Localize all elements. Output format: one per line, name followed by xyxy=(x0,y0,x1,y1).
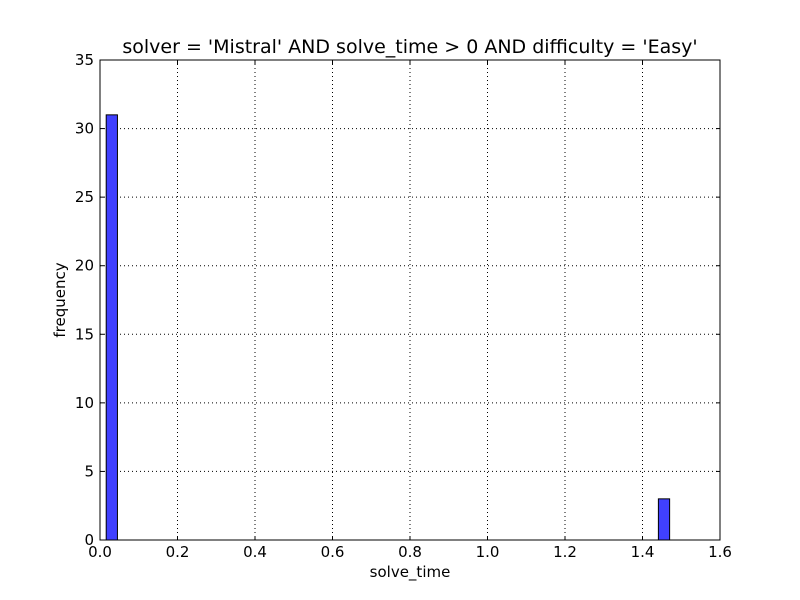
y-tick-label: 30 xyxy=(75,120,94,138)
y-tick-label: 5 xyxy=(84,462,94,480)
x-tick-label: 0.6 xyxy=(321,543,345,561)
x-axis-label: solve_time xyxy=(370,563,451,582)
ticks: 0.0 0.2 0.4 0.6 0.8 1.0 1.2 1.4 1.6 0 5 10 15 20 25 30 3… xyxy=(75,51,732,561)
x-tick-label: 0.2 xyxy=(166,543,190,561)
x-tick-label: 1.0 xyxy=(476,543,500,561)
y-tick-label: 10 xyxy=(75,394,94,412)
y-tick-label: 35 xyxy=(75,51,94,69)
histogram-bar xyxy=(657,498,671,541)
y-tick-label: 25 xyxy=(75,188,94,206)
chart-title: solver = 'Mistral' AND solve_time > 0 AN… xyxy=(122,36,697,58)
x-tick-label: 0.0 xyxy=(88,543,112,561)
x-tick-label: 1.6 xyxy=(708,543,732,561)
x-tick-label: 1.4 xyxy=(631,543,655,561)
histogram-bar xyxy=(105,114,118,541)
y-tick-label: 0 xyxy=(84,531,94,549)
grid-lines xyxy=(100,60,720,540)
y-tick-label: 15 xyxy=(75,325,94,343)
x-tick-label: 1.2 xyxy=(553,543,577,561)
y-tick-label: 20 xyxy=(75,257,94,275)
x-tick-label: 0.8 xyxy=(398,543,422,561)
x-tick-label: 0.4 xyxy=(243,543,267,561)
y-axis-label: frequency xyxy=(51,262,69,337)
bars xyxy=(105,114,671,541)
